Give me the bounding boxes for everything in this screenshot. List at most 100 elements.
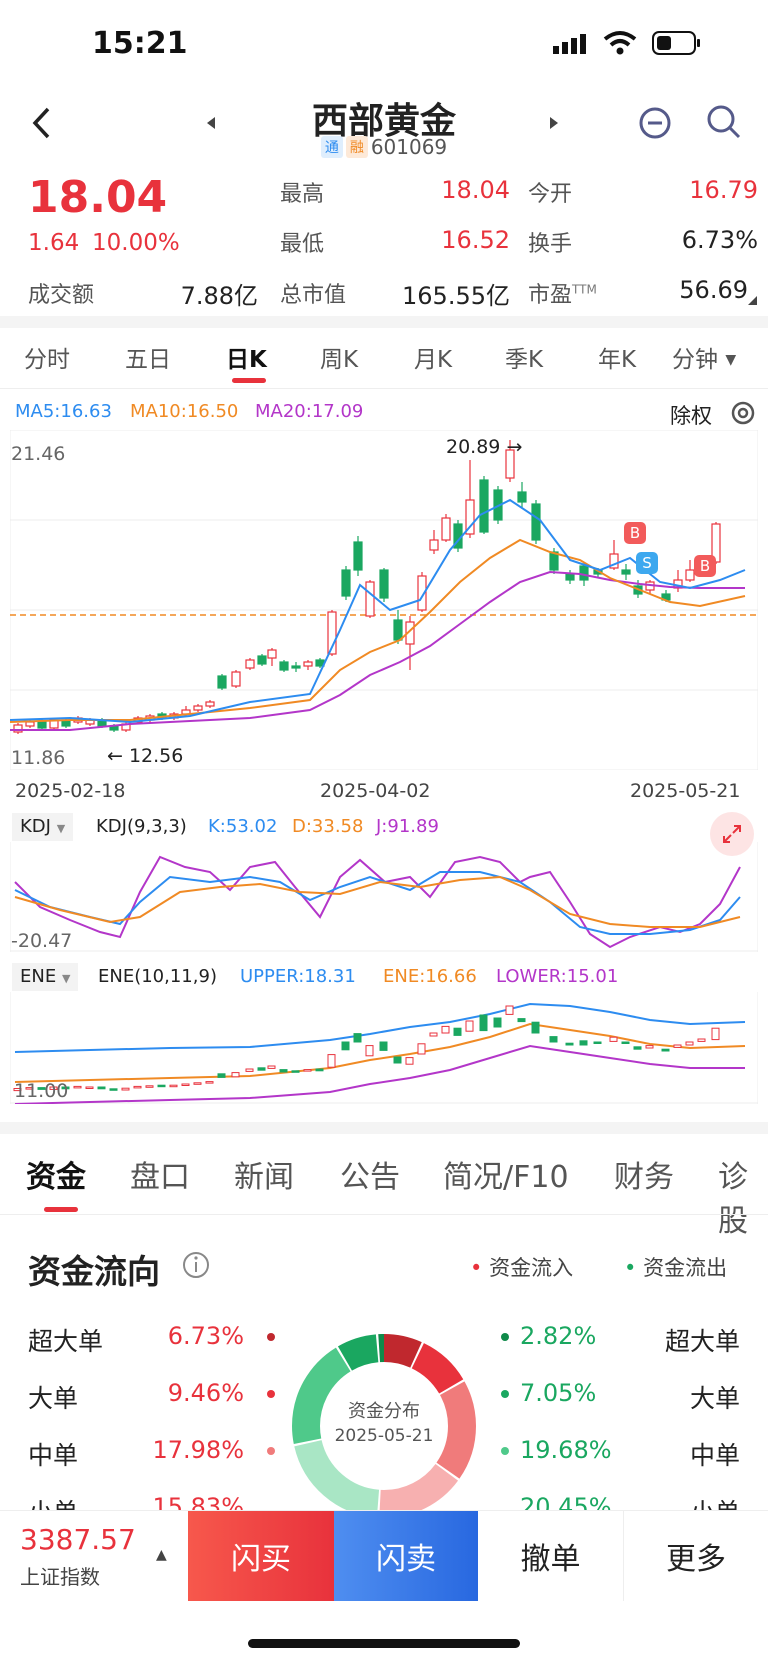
price-change: 1.64 [28,230,80,256]
back-button[interactable] [30,105,54,145]
candle-body [13,724,23,733]
amount-label: 成交额 [28,283,95,308]
minus-circle-icon [639,107,671,139]
pe-label[interactable]: 市盈TTM [528,277,597,309]
mini-candle [205,1081,214,1084]
tab-announcements[interactable]: 公告 [340,1160,400,1195]
candle-body [279,661,289,671]
signal-b-badge[interactable]: B [624,522,646,544]
green-dot-icon [501,1390,509,1398]
donut-date: 2025-05-21 [334,1426,434,1446]
flow-row-in-value: 6.73% [167,1322,244,1350]
candle-body [353,541,363,571]
tab-financials[interactable]: 财务 [614,1160,674,1195]
kdj-y-min-label: -20.47 [11,930,73,952]
tab-daily-k[interactable]: 日K [226,347,267,373]
pe-ttm-sup: TTM [572,282,597,297]
expand-button[interactable] [710,812,754,856]
flow-row-in-label: 大单 [28,1384,79,1413]
stock-title: 西部黄金 [311,101,456,142]
tong-tag: 通 [320,136,343,158]
candle-body [393,619,403,641]
cancel-order-button[interactable]: 撤单 [520,1542,581,1577]
tab-monthly-k[interactable]: 月K [414,347,453,373]
kdj-name: KDJ [20,816,51,837]
next-stock-button[interactable] [548,115,560,135]
more-button[interactable]: 更多 [666,1542,726,1577]
ene-chart[interactable] [10,992,758,1104]
tab-quarterly-k[interactable]: 季K [505,347,544,373]
price-change-pct: 10.00% [92,230,180,256]
red-dot-icon [267,1333,275,1341]
candle-body [579,565,589,581]
fund-distribution-donut[interactable] [288,1330,480,1522]
low-value: 16.52 [441,226,510,254]
mini-candle [479,1014,488,1032]
ene-indicator-select[interactable]: ENE ▼ [12,963,79,991]
battery-icon [652,31,702,59]
triangle-left-icon [207,117,215,129]
high-mark-value: 20.89 [446,436,501,458]
tab-funds[interactable]: 资金 [26,1160,86,1195]
inflow-legend-text: 资金流入 [489,1256,574,1280]
flash-buy-button[interactable]: 闪买 [188,1511,334,1601]
mini-candle [13,1088,22,1092]
candle-body [565,573,575,581]
y-max-label: 21.46 [11,443,66,465]
info-button[interactable] [182,1251,210,1283]
flow-row-in-value: 17.98% [152,1436,244,1464]
settings-button[interactable] [728,398,758,432]
candle-body [257,655,267,665]
search-button[interactable] [706,104,742,144]
index-value[interactable]: 3387.57 [20,1523,136,1556]
amount-value: 7.88亿 [180,282,258,310]
tab-intraday[interactable]: 分时 [24,347,70,373]
ene-name: ENE [20,966,57,987]
outflow-legend: • 资金流出 [624,1252,727,1282]
low-mark-value: 12.56 [128,745,184,767]
tab-order-book[interactable]: 盘口 [130,1160,190,1195]
flash-sell-button[interactable]: 闪卖 [334,1511,478,1601]
donut-title: 资金分布 [348,1401,420,1422]
ene-upper-line [14,1002,746,1053]
kdj-d-line [14,875,741,928]
mini-candle [465,1020,474,1032]
kdj-chart[interactable] [10,842,758,952]
mini-candle [257,1067,266,1071]
ene-mid-line [14,1022,746,1083]
tab-news[interactable]: 新闻 [234,1160,294,1195]
tab-diagnosis[interactable]: 诊股 [718,1160,748,1239]
adjust-button[interactable]: 除权 [670,404,712,428]
mini-candle [157,1084,166,1088]
mini-candle [661,1048,670,1052]
candle-body [267,649,277,659]
stock-code: 601069 [370,135,448,159]
corner-triangle-icon [748,296,757,305]
status-time: 15:21 [92,26,188,61]
tab-weekly-k[interactable]: 周K [320,347,359,373]
candle-body [405,621,415,645]
tab-five-day[interactable]: 五日 [125,347,171,373]
mini-candle [549,1036,558,1043]
candle-body [479,479,489,533]
index-name[interactable]: 上证指数 [20,1565,100,1589]
signal-s-badge[interactable]: S [636,552,658,574]
signal-b-badge[interactable]: B [694,555,716,577]
caret-up-icon[interactable]: ▲ [156,1547,167,1563]
kdj-indicator-select[interactable]: KDJ ▼ [12,813,74,841]
candle-body [37,721,47,729]
ene-params: ENE(10,11,9) [98,966,217,987]
mini-candle [133,1085,142,1089]
candle-body [365,581,375,617]
prev-stock-button[interactable] [205,115,217,135]
tab-yearly-k[interactable]: 年K [598,347,637,373]
kline-chart[interactable] [10,430,758,770]
tab-profile-f10[interactable]: 简况/F10 [443,1160,569,1195]
pe-value: 56.69 [679,276,748,304]
kdj-params: KDJ(9,3,3) [96,816,187,837]
kline-grid [10,430,758,770]
mini-candle [697,1038,706,1042]
rong-tag: 融 [345,136,368,158]
tab-minute[interactable]: 分钟 ▼ [672,340,736,374]
remove-watchlist-button[interactable] [638,106,672,144]
